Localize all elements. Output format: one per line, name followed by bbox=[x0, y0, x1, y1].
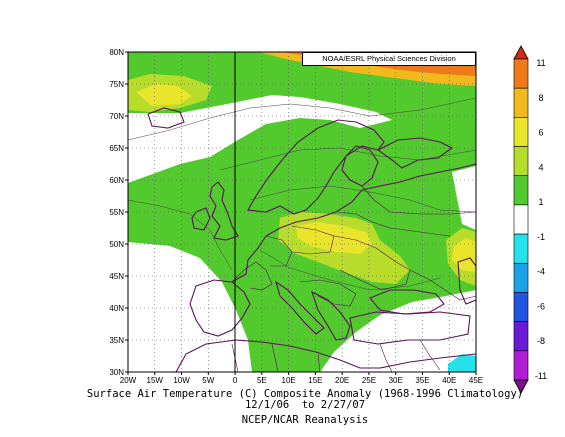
latitude-tick-label: 60N bbox=[109, 176, 124, 185]
latitude-tick-label: 35N bbox=[109, 336, 124, 345]
white-region-atlantic-south bbox=[128, 242, 252, 372]
coastline-north-africa bbox=[175, 339, 476, 372]
colorbar-segment bbox=[513, 321, 529, 352]
coastline-italy bbox=[275, 280, 325, 335]
longitude-tick-label: 5W bbox=[202, 376, 214, 385]
colorbar-segment bbox=[513, 233, 529, 264]
longitude-tick-label: 35E bbox=[415, 376, 429, 385]
colorbar: 11 8 6 4 1 -1 -4 -6 -8 -11 bbox=[513, 45, 547, 394]
colorbar-label: 4 bbox=[538, 162, 543, 172]
colorbar-label: -6 bbox=[537, 301, 545, 311]
colorbar-segment bbox=[513, 175, 529, 206]
coastline-iberia bbox=[189, 279, 251, 337]
colorbar-bottom-arrow bbox=[513, 379, 529, 394]
coastline-balkans-greece bbox=[311, 290, 351, 341]
border-caucasus-kazakhstan bbox=[409, 269, 476, 301]
coastlines bbox=[147, 107, 476, 372]
longitude-tick-label: 45E bbox=[469, 376, 483, 385]
latitude-tick-label: 55N bbox=[109, 208, 124, 217]
peak-anomaly-region-svalbard bbox=[136, 84, 192, 106]
border-germany bbox=[265, 235, 293, 267]
border-balkans bbox=[299, 279, 357, 307]
contour-lines bbox=[128, 97, 476, 291]
contour-line bbox=[128, 97, 476, 141]
border-russia-north bbox=[361, 185, 476, 215]
contour-line bbox=[249, 185, 476, 213]
latitude-tick-label: 80N bbox=[109, 48, 124, 57]
caption-title: Surface Air Temperature (C) Composite An… bbox=[86, 388, 524, 400]
longitude-tick-label: 0 bbox=[233, 376, 238, 385]
latitude-tick-label: 45N bbox=[109, 272, 124, 281]
colorbar-top-arrow bbox=[513, 45, 529, 60]
latitude-tick-label: 70N bbox=[109, 112, 124, 121]
colorbar-label: 1 bbox=[538, 197, 543, 207]
coastline-caspian-sea bbox=[457, 257, 476, 305]
longitude-tick-label: 15W bbox=[147, 376, 164, 385]
coastline-ireland bbox=[191, 207, 211, 231]
coastline-iceland bbox=[147, 107, 185, 129]
caption-date-range: 12/1/06 to 2/27/07 bbox=[244, 399, 366, 411]
colorbar-label: 6 bbox=[538, 128, 543, 138]
coastline-great-britain bbox=[209, 181, 239, 241]
colorbar-segment bbox=[513, 58, 529, 89]
colorbar-label: -1 bbox=[537, 232, 545, 242]
colorbar-segment bbox=[513, 117, 529, 147]
colorbar-segment bbox=[513, 292, 529, 322]
longitude-axis: 20W 15W 10W 5W 0 5E 10E 15E 20E 25E 30E 35E 40E 45E bbox=[120, 372, 483, 385]
map-plot-area bbox=[128, 52, 476, 372]
colorbar-label: 8 bbox=[538, 93, 543, 103]
colorbar-segment bbox=[513, 146, 529, 177]
longitude-tick-label: 40E bbox=[442, 376, 456, 385]
colorbar-segment bbox=[513, 350, 529, 381]
coastline-turkey bbox=[349, 311, 471, 345]
longitude-tick-label: 25E bbox=[362, 376, 376, 385]
colorbar-label: -4 bbox=[537, 267, 545, 277]
latitude-tick-label: 30N bbox=[109, 368, 124, 377]
colorbar-label: 11 bbox=[536, 58, 545, 68]
latitude-tick-label: 65N bbox=[109, 144, 124, 153]
latitude-tick-label: 75N bbox=[109, 80, 124, 89]
longitude-tick-label: 20E bbox=[335, 376, 349, 385]
colorbar-label: -11 bbox=[535, 371, 547, 381]
cold-anomaly-patch bbox=[448, 354, 476, 372]
colorbar-segment bbox=[513, 204, 529, 235]
caption-source: NCEP/NCAR Reanalysis bbox=[241, 414, 369, 426]
border-middle-east bbox=[379, 339, 441, 372]
white-region-east-edge bbox=[452, 166, 476, 230]
longitude-tick-label: 10W bbox=[173, 376, 190, 385]
colorbar-label: -8 bbox=[537, 336, 545, 346]
longitude-tick-label: 10E bbox=[282, 376, 296, 385]
credit-label: NOAA/ESRL Physical Sciences Division bbox=[302, 52, 476, 66]
longitude-tick-label: 20W bbox=[120, 376, 137, 385]
contour-line bbox=[259, 249, 441, 291]
longitude-tick-label: 15E bbox=[308, 376, 322, 385]
colorbar-segment bbox=[513, 262, 529, 293]
coastline-finland bbox=[341, 145, 379, 187]
longitude-tick-label: 5E bbox=[257, 376, 267, 385]
white-region-norwegian-sea bbox=[128, 95, 392, 183]
coastline-kola-white-sea bbox=[376, 137, 454, 169]
border-baltics-russia bbox=[337, 211, 451, 237]
latitude-tick-label: 50N bbox=[109, 240, 124, 249]
coastline-black-sea bbox=[369, 289, 445, 315]
border-france bbox=[231, 261, 273, 291]
longitude-tick-label: 30E bbox=[389, 376, 403, 385]
colorbar-segment bbox=[513, 87, 529, 118]
latitude-tick-label: 40N bbox=[109, 304, 124, 313]
white-region-mediterranean-east bbox=[320, 290, 476, 372]
latitude-axis: 80N 75N 70N 65N 60N 55N 50N 45N 40N 35N 30N bbox=[109, 48, 128, 377]
